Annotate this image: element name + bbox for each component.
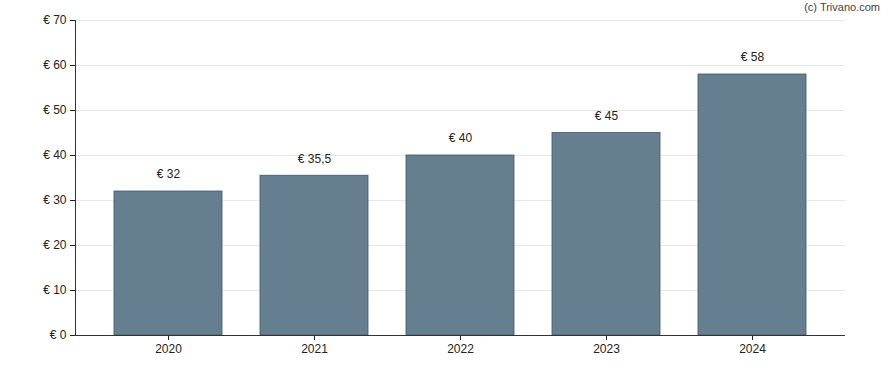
svg-text:€ 35,5: € 35,5 (298, 152, 332, 166)
svg-text:2024: 2024 (739, 342, 766, 356)
svg-text:€ 0: € 0 (50, 328, 67, 342)
svg-text:€ 40: € 40 (449, 131, 473, 145)
svg-text:2020: 2020 (155, 342, 182, 356)
svg-text:€ 45: € 45 (595, 109, 619, 123)
svg-text:€ 70: € 70 (43, 13, 67, 27)
svg-text:€ 30: € 30 (43, 193, 67, 207)
svg-text:2022: 2022 (447, 342, 474, 356)
svg-text:€ 60: € 60 (43, 58, 67, 72)
svg-text:€ 58: € 58 (741, 50, 765, 64)
svg-text:2021: 2021 (301, 342, 328, 356)
svg-text:€ 20: € 20 (43, 238, 67, 252)
html-text:(c) Trivano.com: (c) Trivano.com (804, 1, 880, 13)
svg-text:€ 40: € 40 (43, 148, 67, 162)
svg-text:€ 50: € 50 (43, 103, 67, 117)
svg-text:€ 10: € 10 (43, 283, 67, 297)
svg-text:€ 32: € 32 (157, 167, 181, 181)
svg-text:2023: 2023 (593, 342, 620, 356)
